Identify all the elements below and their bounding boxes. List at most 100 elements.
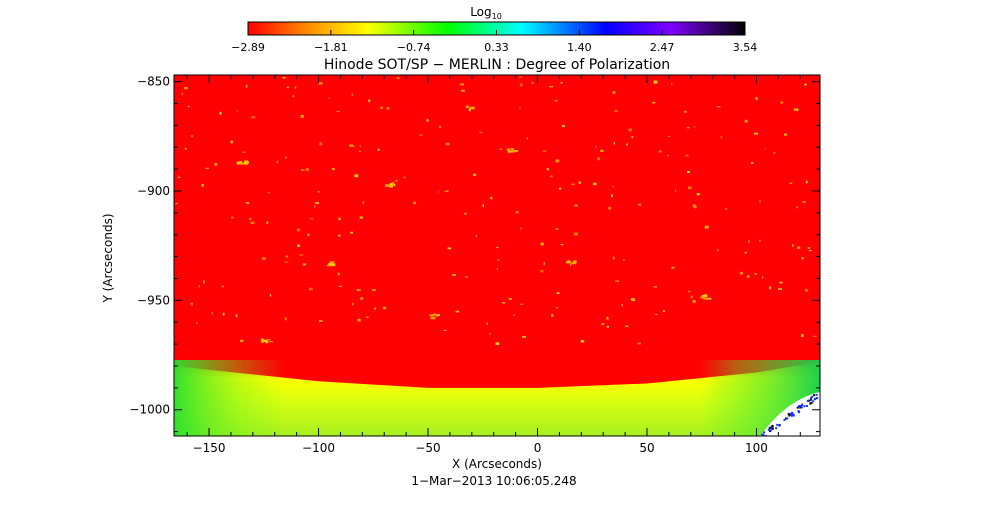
speckle — [522, 335, 526, 338]
edge-pixel — [796, 406, 799, 409]
speckle-cluster — [389, 182, 393, 186]
speckle — [190, 135, 194, 137]
speckle — [628, 128, 632, 132]
speckle — [319, 320, 323, 322]
speckle — [518, 76, 523, 78]
edge-pixel — [776, 423, 779, 426]
speckle — [779, 281, 783, 284]
speckle — [540, 270, 544, 273]
speckle — [580, 340, 585, 343]
speckle — [746, 275, 750, 278]
speckle — [299, 254, 304, 256]
speckle — [380, 106, 383, 109]
speckle-cluster — [328, 263, 333, 266]
speckle-cluster — [331, 264, 336, 267]
speckle — [792, 244, 794, 247]
speckle — [181, 92, 184, 95]
edge-pixel — [811, 395, 814, 398]
speckle — [177, 176, 180, 178]
speckle — [497, 259, 500, 261]
speckle — [235, 314, 238, 318]
speckle-cluster — [507, 150, 513, 152]
speckle — [638, 203, 642, 206]
edge-pixel — [813, 398, 816, 401]
speckle — [319, 142, 323, 146]
speckle — [499, 148, 503, 150]
speckle-cluster — [269, 341, 274, 343]
x-axis-label: X (Arcseconds) — [452, 457, 542, 471]
speckle — [614, 110, 618, 112]
speckle — [573, 232, 578, 236]
speckle — [631, 136, 634, 139]
speckle — [653, 286, 658, 288]
speckle — [196, 322, 198, 324]
edge-pixel — [769, 429, 772, 432]
speckle — [783, 133, 787, 136]
heatmap-image — [174, 75, 820, 436]
speckle — [377, 148, 380, 151]
edge-pixel — [816, 397, 819, 400]
speckle — [300, 114, 304, 118]
limb-band — [174, 361, 820, 436]
speckle — [716, 106, 721, 108]
speckle-cluster — [567, 260, 570, 262]
y-tick-label: −1000 — [129, 403, 170, 417]
speckle — [696, 193, 700, 196]
edge-pixel — [809, 397, 812, 400]
speckle — [631, 298, 635, 302]
speckle — [317, 190, 320, 193]
speckle — [239, 339, 244, 342]
speckle — [690, 295, 693, 299]
speckle — [555, 159, 560, 163]
colorbar-tick-label: 2.47 — [650, 41, 675, 54]
speckle — [350, 231, 353, 234]
speckle — [184, 147, 187, 150]
x-tick-label: 100 — [745, 441, 768, 455]
speckle — [282, 76, 286, 79]
edge-pixel — [789, 412, 792, 415]
colorbar-tick-label: 1.40 — [567, 41, 592, 54]
speckle — [795, 206, 799, 209]
speckle — [463, 212, 467, 215]
speckle-cluster — [261, 340, 264, 343]
speckle — [804, 83, 807, 86]
speckle — [479, 131, 483, 133]
speckle — [349, 144, 354, 147]
speckle — [305, 168, 309, 172]
speckle — [386, 106, 390, 110]
speckle-cluster — [465, 106, 469, 108]
speckle — [328, 97, 330, 100]
speckle — [600, 149, 604, 152]
speckle — [658, 150, 662, 153]
speckle — [496, 267, 498, 270]
edge-pixel — [767, 428, 770, 431]
speckle — [615, 280, 620, 282]
speckle — [801, 334, 804, 337]
speckle — [332, 168, 335, 171]
x-axis-ticks: −150 −100 −50 0 50 100 — [186, 75, 801, 455]
speckle — [285, 255, 289, 258]
speckle — [754, 273, 758, 275]
speckle-cluster — [236, 161, 240, 165]
edge-pixel — [797, 410, 800, 413]
speckle-cluster — [507, 150, 512, 154]
speckle — [748, 240, 750, 243]
edge-pixel — [791, 411, 794, 414]
speckle — [175, 203, 178, 205]
speckle — [740, 271, 743, 275]
speckle-cluster — [469, 106, 472, 109]
speckle — [205, 167, 210, 170]
speckle — [554, 99, 558, 102]
edge-pixel — [805, 404, 808, 407]
speckle — [242, 151, 246, 153]
speckle — [549, 85, 554, 88]
speckle — [284, 261, 289, 263]
speckle — [561, 125, 565, 128]
speckle — [812, 335, 817, 337]
speckle — [465, 276, 469, 278]
speckle — [338, 217, 342, 221]
speckle-cluster — [703, 294, 708, 298]
speckle-cluster — [329, 261, 335, 264]
speckle — [296, 228, 300, 232]
x-tick-label: −100 — [302, 441, 335, 455]
